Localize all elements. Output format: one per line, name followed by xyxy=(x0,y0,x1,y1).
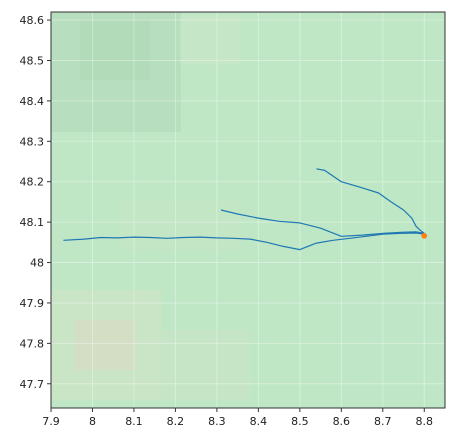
track-line-3 xyxy=(316,168,425,234)
x-tick-label: 8.8 xyxy=(416,415,434,428)
x-tick-label: 7.9 xyxy=(42,415,60,428)
x-tick-label: 8.1 xyxy=(125,415,143,428)
marker-layer xyxy=(421,233,428,239)
y-axis: 47.7 47.8 47.9 48 48.1 48.2 48.3 48.4 48.5 48.6 xyxy=(20,14,51,391)
y-tick-label: 48.1 xyxy=(20,216,45,229)
track-line-2 xyxy=(220,209,425,237)
x-axis: 7.9 8 8.1 8.2 8.3 8.4 8.5 8.6 8.7 8.8 xyxy=(42,408,433,428)
x-tick-label: 8.3 xyxy=(208,415,226,428)
track-line-1 xyxy=(63,232,425,251)
grid-lines xyxy=(51,12,445,408)
x-tick-label: 8.5 xyxy=(291,415,309,428)
y-tick-label: 47.8 xyxy=(20,337,45,350)
x-tick-label: 8.7 xyxy=(374,415,392,428)
x-tick-label: 8.6 xyxy=(333,415,351,428)
track-layer xyxy=(63,168,425,251)
x-tick-label: 8.4 xyxy=(250,415,268,428)
y-tick-label: 48.2 xyxy=(20,176,45,189)
y-tick-label: 48.6 xyxy=(20,14,45,27)
y-tick-label: 47.7 xyxy=(20,378,45,391)
plot-frame xyxy=(50,11,446,409)
map-background xyxy=(51,12,445,408)
y-tick-label: 48 xyxy=(30,257,44,270)
x-tick-label: 8.2 xyxy=(167,415,185,428)
y-tick-label: 48.5 xyxy=(20,54,45,67)
location-marker[interactable] xyxy=(421,233,428,239)
y-tick-label: 48.3 xyxy=(20,135,45,148)
y-tick-label: 48.4 xyxy=(20,95,45,108)
x-tick-label: 8 xyxy=(89,415,96,428)
y-tick-label: 47.9 xyxy=(20,297,45,310)
